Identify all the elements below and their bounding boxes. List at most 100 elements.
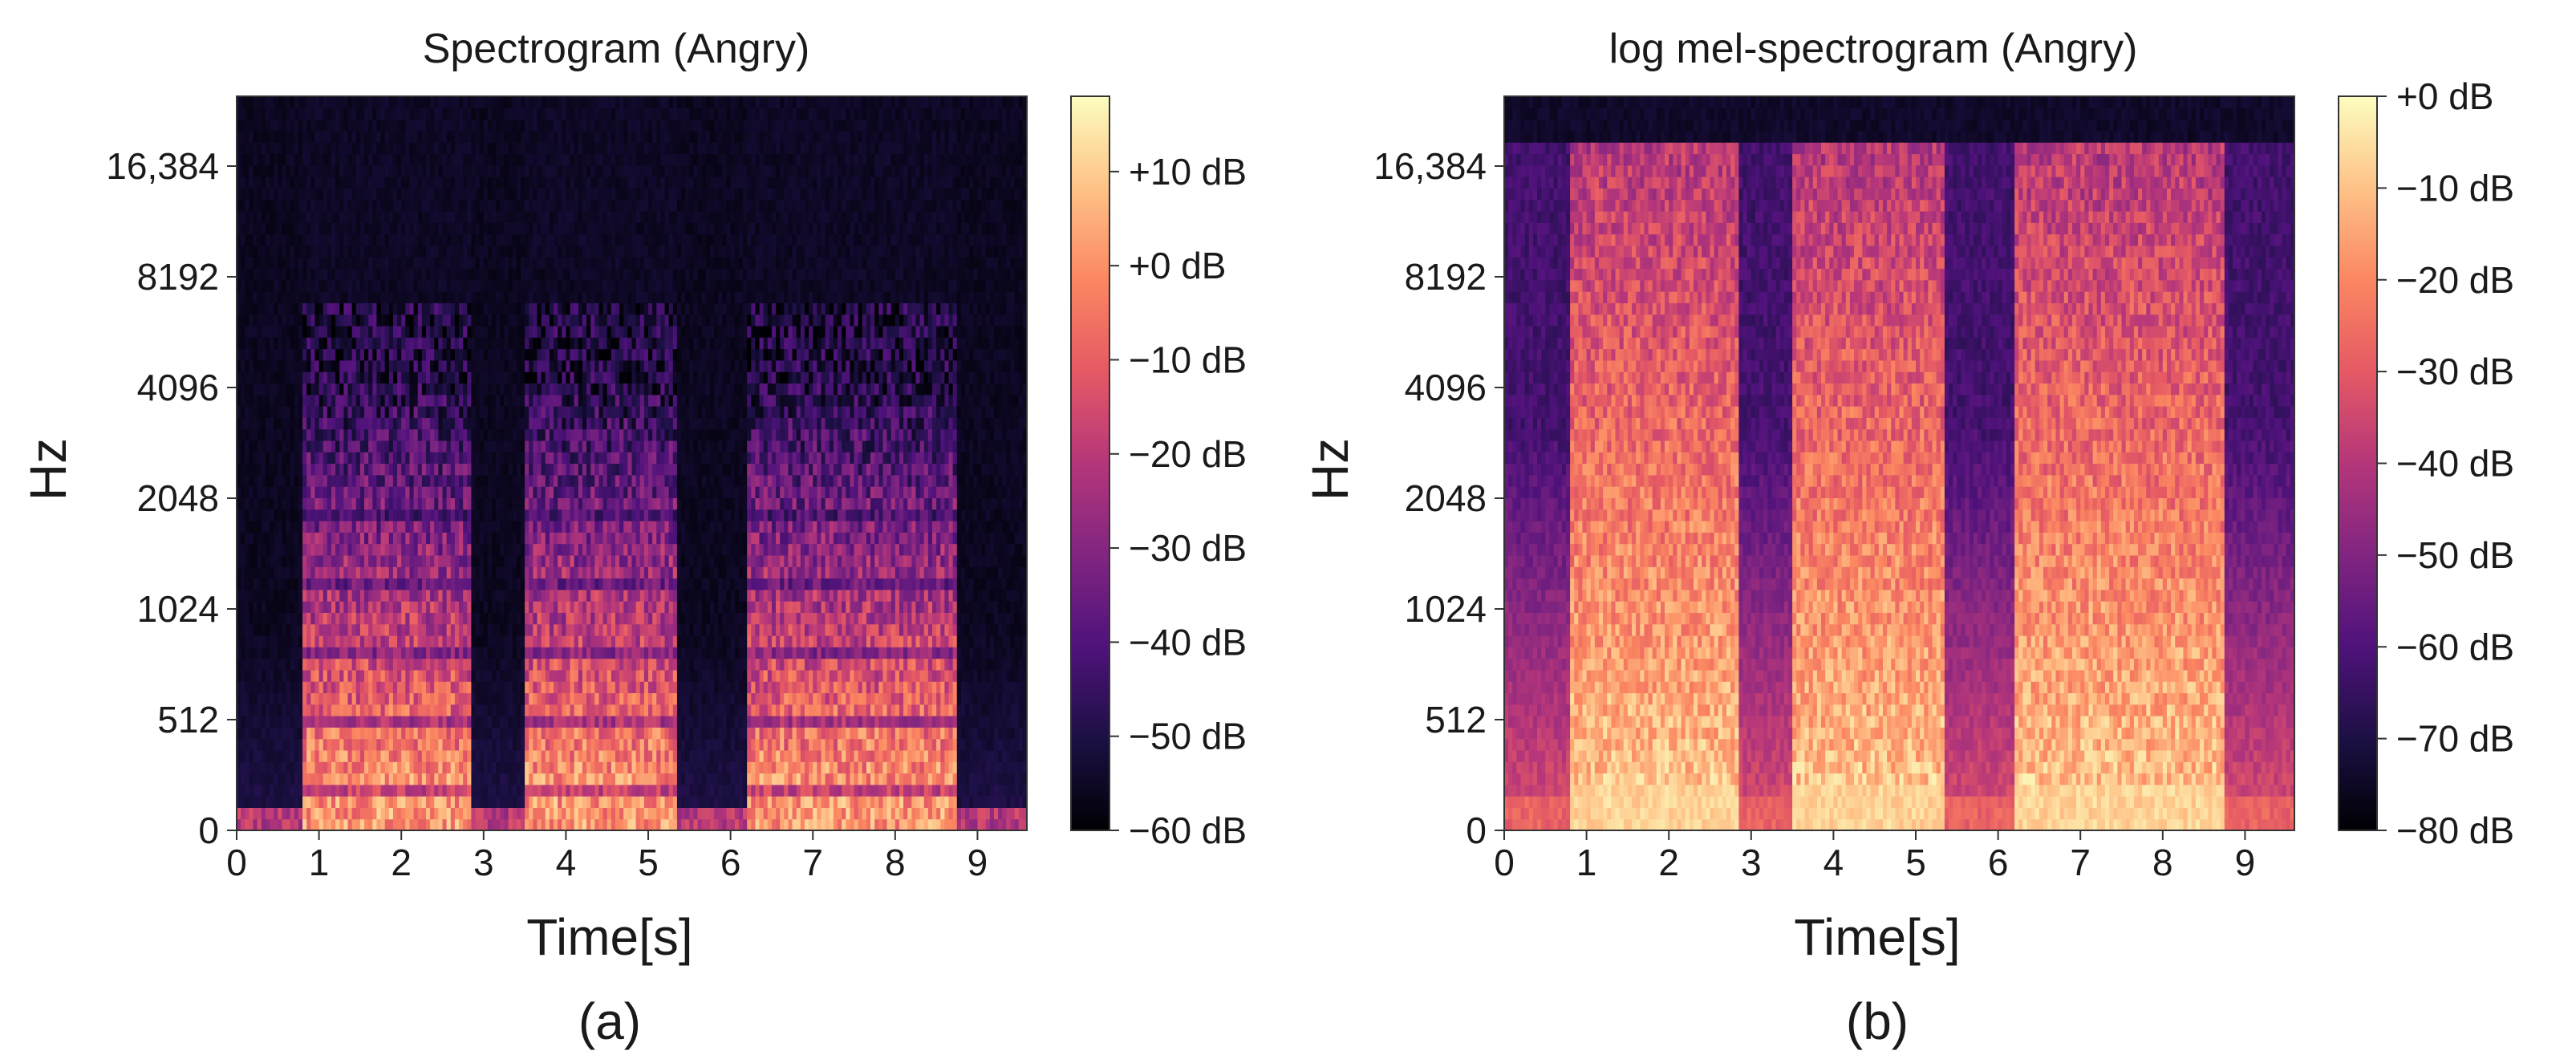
heatmap-cell (245, 371, 249, 383)
heatmap-cell (302, 509, 307, 521)
heatmap-cell (554, 120, 558, 132)
heatmap-cell (319, 188, 324, 200)
heatmap-cell (492, 108, 497, 120)
heatmap-cell (554, 417, 558, 429)
heatmap-cell (389, 165, 394, 177)
heatmap-cell (319, 452, 324, 464)
heatmap-cell (385, 475, 390, 487)
heatmap-cell (463, 796, 468, 808)
heatmap-cell (266, 222, 270, 234)
heatmap-cell (368, 624, 373, 636)
heatmap-cell (422, 739, 427, 751)
heatmap-cell (509, 497, 513, 509)
heatmap-cell (443, 704, 448, 716)
heatmap-cell (254, 521, 258, 533)
heatmap-cell (372, 635, 377, 647)
heatmap-cell (352, 464, 357, 476)
heatmap-cell (509, 429, 513, 441)
heatmap-cell (274, 200, 278, 212)
heatmap-cell (310, 314, 315, 327)
heatmap-cell (364, 142, 369, 154)
heatmap-cell (314, 302, 319, 314)
heatmap-cell (352, 521, 357, 533)
heatmap-cell (546, 578, 550, 590)
heatmap-cell (376, 578, 381, 590)
heatmap-cell (310, 532, 315, 544)
heatmap-cell (327, 302, 332, 314)
heatmap-cell (513, 807, 517, 819)
heatmap-cell (327, 750, 332, 762)
heatmap-cell (414, 635, 419, 647)
heatmap-cell (476, 120, 481, 132)
heatmap-cell (509, 371, 513, 383)
heatmap-cell (389, 120, 394, 132)
heatmap-cell (484, 647, 489, 659)
heatmap-cell (360, 773, 365, 785)
heatmap-cell (270, 521, 274, 533)
heatmap-cell (397, 796, 402, 808)
heatmap-cell (310, 257, 315, 269)
heatmap-cell (418, 739, 423, 751)
heatmap-cell (270, 750, 274, 762)
heatmap-cell (262, 314, 266, 327)
heatmap-cell (451, 612, 456, 624)
heatmap-cell (302, 222, 307, 234)
heatmap-cell (426, 234, 431, 246)
heatmap-cell (327, 452, 332, 464)
heatmap-cell (356, 590, 361, 602)
heatmap-cell (554, 165, 558, 177)
heatmap-cell (488, 670, 493, 682)
heatmap-cell (314, 108, 319, 120)
heatmap-cell (484, 326, 489, 338)
heatmap-cell (278, 371, 282, 383)
heatmap-cell (480, 314, 485, 327)
heatmap-cell (443, 165, 448, 177)
heatmap-cell (484, 761, 489, 773)
heatmap-cell (381, 120, 386, 132)
heatmap-cell (282, 314, 286, 327)
heatmap-cell (294, 234, 299, 246)
heatmap-cell (463, 188, 468, 200)
heatmap-cell (241, 475, 245, 487)
heatmap-cell (282, 796, 286, 808)
heatmap-cell (409, 440, 414, 452)
heatmap-cell (426, 670, 431, 682)
heatmap-cell (348, 601, 353, 613)
heatmap-cell (335, 624, 340, 636)
heatmap-cell (455, 302, 460, 314)
heatmap-cell (426, 406, 431, 418)
heatmap-cell (323, 509, 328, 521)
heatmap-cell (286, 452, 291, 464)
heatmap-cell (270, 245, 274, 258)
heatmap-cell (335, 383, 340, 395)
heatmap-cell (368, 692, 373, 704)
heatmap-cell (319, 773, 324, 785)
heatmap-cell (343, 716, 348, 728)
heatmap-cell (418, 291, 423, 303)
heatmap-cell (513, 509, 517, 521)
heatmap-cell (513, 142, 517, 154)
heatmap-cell (278, 716, 282, 728)
heatmap-cell (302, 670, 307, 682)
heatmap-cell (500, 544, 505, 556)
heatmap-cell (542, 566, 546, 578)
heatmap-cell (393, 337, 398, 349)
heatmap-cell (314, 417, 319, 429)
heatmap-cell (513, 245, 517, 258)
heatmap-cell (302, 555, 307, 567)
heatmap-cell (500, 739, 505, 751)
heatmap-cell (488, 796, 493, 808)
heatmap-cell (335, 302, 340, 314)
heatmap-cell (254, 750, 258, 762)
heatmap-cell (335, 464, 340, 476)
heatmap-cell (286, 578, 291, 590)
heatmap-cell (533, 681, 538, 693)
heatmap-cell (521, 429, 525, 441)
heatmap-cell (484, 521, 489, 533)
heatmap-cell (418, 497, 423, 509)
heatmap-cell (451, 268, 456, 280)
heatmap-cell (356, 222, 361, 234)
heatmap-cell (258, 360, 262, 372)
heatmap-cell (364, 532, 369, 544)
heatmap-cell (496, 497, 501, 509)
